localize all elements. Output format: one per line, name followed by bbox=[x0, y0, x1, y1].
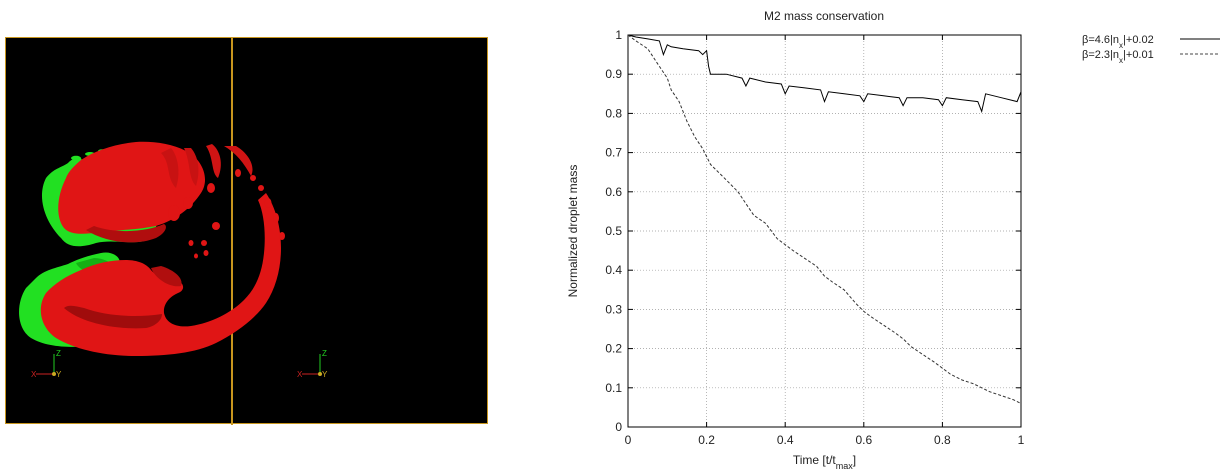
right-axis-triad: Z X Y bbox=[297, 349, 328, 379]
x-tick-label: 0.2 bbox=[698, 433, 715, 447]
chart-title: M2 mass conservation bbox=[764, 9, 884, 23]
legend-label-solid: β=4.6|nx|+0.02 bbox=[1082, 34, 1154, 50]
x-axis-label: Time [t/tmax] bbox=[793, 453, 856, 470]
right-axis-x-label: X bbox=[297, 370, 303, 379]
mass-conservation-chart: M2 mass conservation 0 0.1 0.2 0.3 0.4 0.5 0.6… bbox=[560, 0, 1225, 470]
right-view: Z X Y bbox=[40, 141, 328, 379]
y-tick-label: 0.3 bbox=[605, 302, 622, 316]
legend-entry-dashed: β=2.3|nx|+0.01 bbox=[1082, 49, 1220, 65]
right-axis-y-label: Y bbox=[322, 370, 328, 379]
left-axis-z-label: Z bbox=[56, 349, 61, 358]
render-views: Z X Y bbox=[19, 38, 328, 425]
legend-solid-sub: x bbox=[1119, 41, 1123, 50]
y-tick-label: 0.6 bbox=[605, 185, 622, 199]
x-axis-label-main: Time [t/t bbox=[793, 453, 837, 467]
x-tick-label: 0 bbox=[625, 433, 632, 447]
series-line-solid bbox=[627, 34, 1022, 114]
y-tick-label: 0.7 bbox=[605, 146, 622, 160]
render-panel: Z X Y bbox=[5, 37, 488, 425]
right-axis-z-label: Z bbox=[322, 349, 327, 358]
legend: β=4.6|nx|+0.02 β=2.3|nx|+0.01 bbox=[1082, 34, 1220, 65]
y-axis: 0 0.1 0.2 0.3 0.4 0.5 0.6 0.7 0.8 0.9 1 bbox=[605, 28, 1021, 434]
left-axis-triad: Z X Y bbox=[31, 349, 62, 379]
x-tick-label: 0.6 bbox=[855, 433, 872, 447]
red-droplet bbox=[40, 141, 285, 356]
y-tick-label: 0.9 bbox=[605, 67, 622, 81]
y-tick-label: 0.8 bbox=[605, 106, 622, 120]
legend-dashed-sub: x bbox=[1119, 56, 1123, 65]
y-tick-label: 0.2 bbox=[605, 342, 622, 356]
x-tick-label: 0.4 bbox=[777, 433, 794, 447]
chart-grid bbox=[628, 35, 1021, 427]
x-tick-label: 1 bbox=[1018, 433, 1025, 447]
chart-canvas: M2 mass conservation 0 0.1 0.2 0.3 0.4 0.5 0.6… bbox=[566, 9, 1220, 470]
legend-dashed-end: |+0.01 bbox=[1123, 49, 1154, 61]
x-axis: 0 0.2 0.4 0.6 0.8 1 bbox=[625, 35, 1025, 447]
series-lines bbox=[627, 34, 1022, 404]
y-tick-label: 0.1 bbox=[605, 381, 622, 395]
left-axis-y-label: Y bbox=[56, 370, 62, 379]
x-axis-label-end: ] bbox=[853, 453, 856, 467]
plot-frame bbox=[627, 34, 1022, 428]
y-tick-label: 0 bbox=[615, 420, 622, 434]
x-tick-label: 0.8 bbox=[934, 433, 951, 447]
y-tick-label: 1 bbox=[615, 28, 622, 42]
left-axis-x-label: X bbox=[31, 370, 37, 379]
legend-solid-main: β=4.6|n bbox=[1082, 34, 1119, 46]
y-tick-label: 0.4 bbox=[605, 263, 622, 277]
series-line-dashed bbox=[627, 34, 1022, 404]
legend-label-dashed: β=2.3|nx|+0.01 bbox=[1082, 49, 1154, 65]
y-tick-label: 0.5 bbox=[605, 224, 622, 238]
x-axis-label-sub: max bbox=[836, 461, 854, 470]
legend-dashed-main: β=2.3|n bbox=[1082, 49, 1119, 61]
legend-solid-end: |+0.02 bbox=[1123, 34, 1154, 46]
y-axis-label: Normalized droplet mass bbox=[566, 165, 580, 298]
legend-entry-solid: β=4.6|nx|+0.02 bbox=[1082, 34, 1220, 50]
